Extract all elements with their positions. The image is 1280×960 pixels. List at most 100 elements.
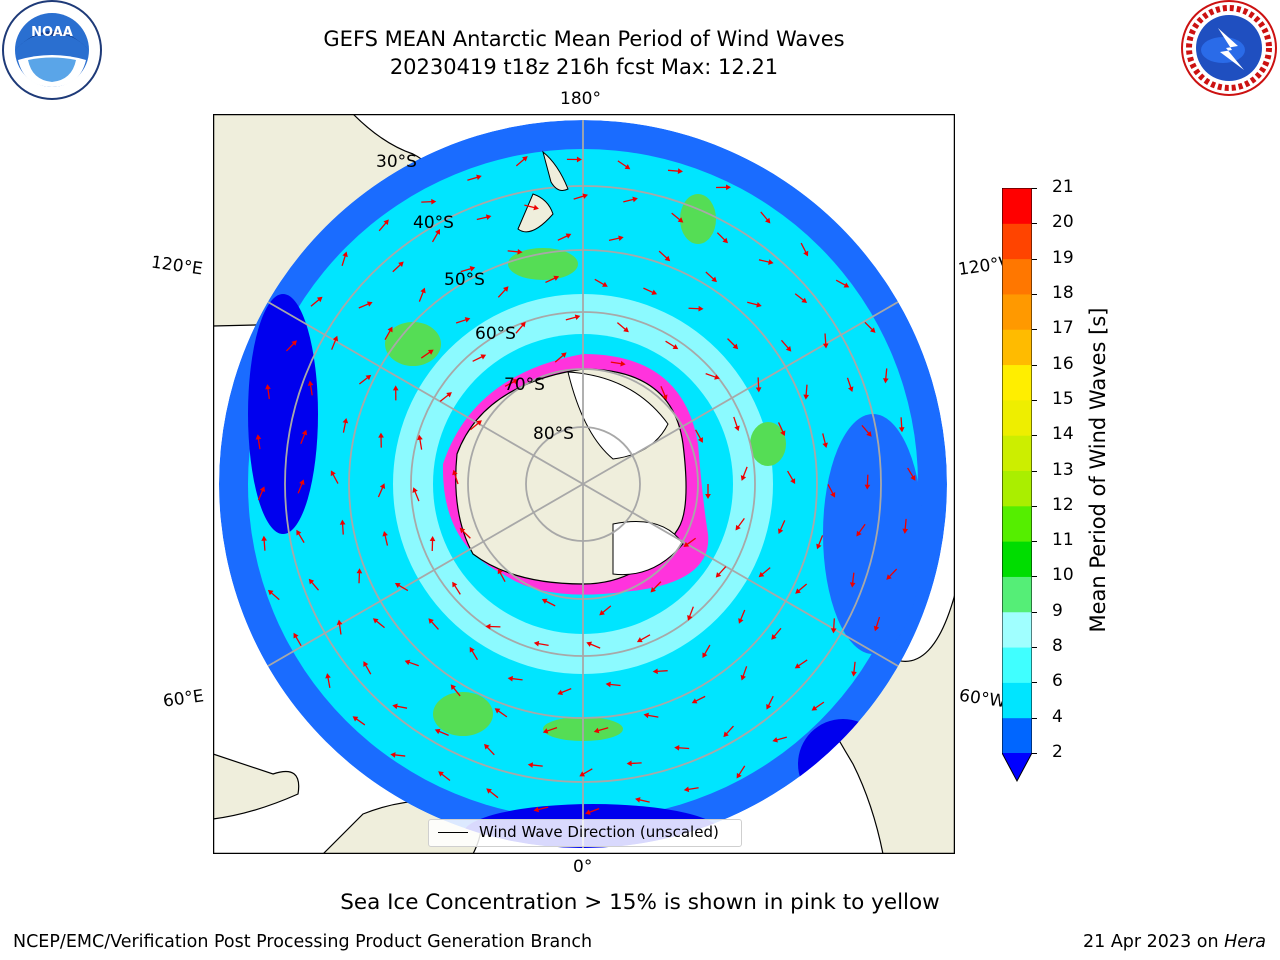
wind-wave-arrow bbox=[342, 421, 347, 433]
wind-wave-arrow bbox=[861, 424, 870, 435]
wind-wave-arrow-head bbox=[469, 646, 475, 653]
wind-wave-arrow bbox=[688, 606, 694, 618]
wind-wave-arrow-head bbox=[574, 314, 581, 320]
wind-wave-arrow bbox=[507, 250, 519, 253]
legend-line bbox=[438, 832, 468, 833]
wind-wave-arrow-head bbox=[886, 574, 892, 580]
wind-wave-arrow-head bbox=[830, 628, 837, 634]
wind-wave-arrow-head bbox=[330, 470, 336, 477]
wind-wave-arrow-head bbox=[593, 727, 600, 734]
wind-wave-arrow-head bbox=[533, 806, 540, 813]
wind-wave-arrow bbox=[582, 768, 593, 775]
wind-wave-arrow bbox=[794, 293, 805, 302]
wind-wave-arrow bbox=[440, 773, 451, 782]
colorbar-tick bbox=[1032, 541, 1037, 543]
wind-wave-arrow bbox=[309, 384, 313, 396]
wind-wave-arrow-head bbox=[480, 354, 487, 360]
wind-wave-arrow-head bbox=[378, 432, 384, 438]
wind-wave-arrow-head bbox=[339, 519, 346, 525]
colorbar-segment bbox=[1002, 576, 1032, 613]
wind-wave-arrow bbox=[643, 287, 654, 294]
wind-wave-arrow-head bbox=[705, 494, 711, 499]
wind-wave-arrow bbox=[499, 571, 506, 583]
colorbar-tick-label: 11 bbox=[1052, 530, 1074, 551]
wind-wave-arrow bbox=[545, 277, 556, 284]
wind-wave-arrow-head bbox=[736, 772, 742, 779]
wind-wave-arrow bbox=[776, 736, 787, 741]
wind-wave-arrow-head bbox=[735, 524, 741, 531]
colorbar-segment bbox=[1002, 505, 1032, 542]
wind-wave-arrow-head bbox=[711, 276, 717, 283]
wind-wave-arrow-head bbox=[392, 703, 398, 710]
wind-wave-arrow-head bbox=[714, 374, 720, 380]
wind-wave-arrow bbox=[438, 730, 449, 736]
wind-wave-arrow bbox=[472, 355, 483, 362]
wind-wave-arrow-head bbox=[469, 266, 476, 272]
colorbar-segment bbox=[1002, 364, 1032, 401]
colorbar-tick-label: 21 bbox=[1052, 177, 1074, 197]
wind-wave-arrow-head bbox=[674, 744, 680, 751]
wind-wave-arrow-head bbox=[697, 437, 703, 443]
wind-wave-arrow bbox=[610, 361, 622, 365]
wind-wave-arrow-head bbox=[565, 233, 572, 239]
wind-wave-arrow-head bbox=[293, 632, 299, 639]
chart-subtitle: 20230419 t18z 216h fcst Max: 12.21 bbox=[389, 55, 779, 79]
wind-wave-arrow-head bbox=[476, 420, 482, 426]
wind-wave-arrow-head bbox=[726, 184, 732, 191]
wind-wave-arrow-head bbox=[428, 618, 434, 624]
wind-wave-arrow-head bbox=[790, 478, 796, 484]
wind-wave-arrow bbox=[419, 438, 423, 450]
wind-wave-arrow bbox=[431, 232, 439, 243]
wind-wave-arrow bbox=[364, 664, 372, 675]
wind-wave-arrow-head bbox=[299, 479, 305, 486]
colorbar-tick-label: 17 bbox=[1052, 318, 1074, 339]
wind-wave-arrow-head bbox=[336, 619, 343, 625]
wind-wave-arrow-head bbox=[768, 259, 774, 265]
wind-wave-arrow-head bbox=[522, 156, 528, 162]
wind-wave-arrow bbox=[418, 291, 424, 302]
wind-wave-arrow bbox=[716, 232, 726, 241]
noaa-logo: NOAA bbox=[2, 0, 102, 100]
wind-wave-arrow-head bbox=[459, 527, 466, 534]
wind-wave-arrow-head bbox=[801, 297, 808, 303]
wind-wave-arrow bbox=[780, 339, 790, 350]
wind-wave-arrow bbox=[331, 339, 337, 350]
long-period-patch-3 bbox=[433, 692, 493, 736]
wind-wave-arrow bbox=[824, 333, 827, 345]
wind-wave-arrow-head bbox=[267, 589, 274, 596]
legend-label: Wind Wave Direction (unscaled) bbox=[479, 823, 719, 841]
wind-wave-arrow-head bbox=[579, 771, 586, 777]
wind-wave-arrow bbox=[907, 467, 914, 478]
deep-wave-band-west bbox=[248, 294, 318, 534]
wind-wave-arrow bbox=[310, 298, 320, 307]
wind-wave-arrow bbox=[656, 670, 668, 673]
wind-wave-arrow-head bbox=[557, 689, 563, 696]
wind-wave-arrow bbox=[747, 301, 759, 306]
colorbar-tick bbox=[1032, 293, 1037, 295]
wind-wave-arrow-head bbox=[366, 301, 373, 307]
sea-ice-caption: Sea Ice Concentration > 15% is shown in … bbox=[340, 890, 940, 915]
wind-wave-arrow-head bbox=[365, 374, 372, 381]
wind-wave-arrow-head bbox=[586, 641, 592, 647]
wind-wave-arrow bbox=[396, 705, 408, 709]
wind-wave-arrow bbox=[779, 520, 786, 531]
wind-wave-arrow bbox=[725, 725, 734, 735]
wind-wave-arrow bbox=[758, 259, 770, 263]
wind-wave-arrow-head bbox=[452, 469, 458, 476]
wind-wave-arrow bbox=[310, 581, 320, 591]
colorbar-tick-label: 13 bbox=[1052, 459, 1074, 480]
colorbar-tick bbox=[1032, 223, 1037, 225]
wind-wave-arrow-head bbox=[308, 578, 315, 585]
colorbar-segment bbox=[1002, 223, 1032, 260]
wind-wave-arrow-head bbox=[677, 168, 683, 174]
wind-wave-arrow bbox=[671, 212, 681, 221]
footer-machine: Hera bbox=[1224, 932, 1266, 952]
wind-wave-arrow bbox=[286, 342, 295, 352]
colorbar-segment bbox=[1002, 435, 1032, 471]
colorbar-extend-arrow bbox=[1002, 753, 1032, 781]
wind-wave-arrow-head bbox=[651, 289, 658, 295]
wind-wave-arrow bbox=[515, 158, 526, 167]
wind-wave-arrow-head bbox=[582, 193, 589, 199]
wind-wave-arrow-head bbox=[866, 431, 872, 437]
wind-wave-arrow bbox=[827, 484, 834, 495]
